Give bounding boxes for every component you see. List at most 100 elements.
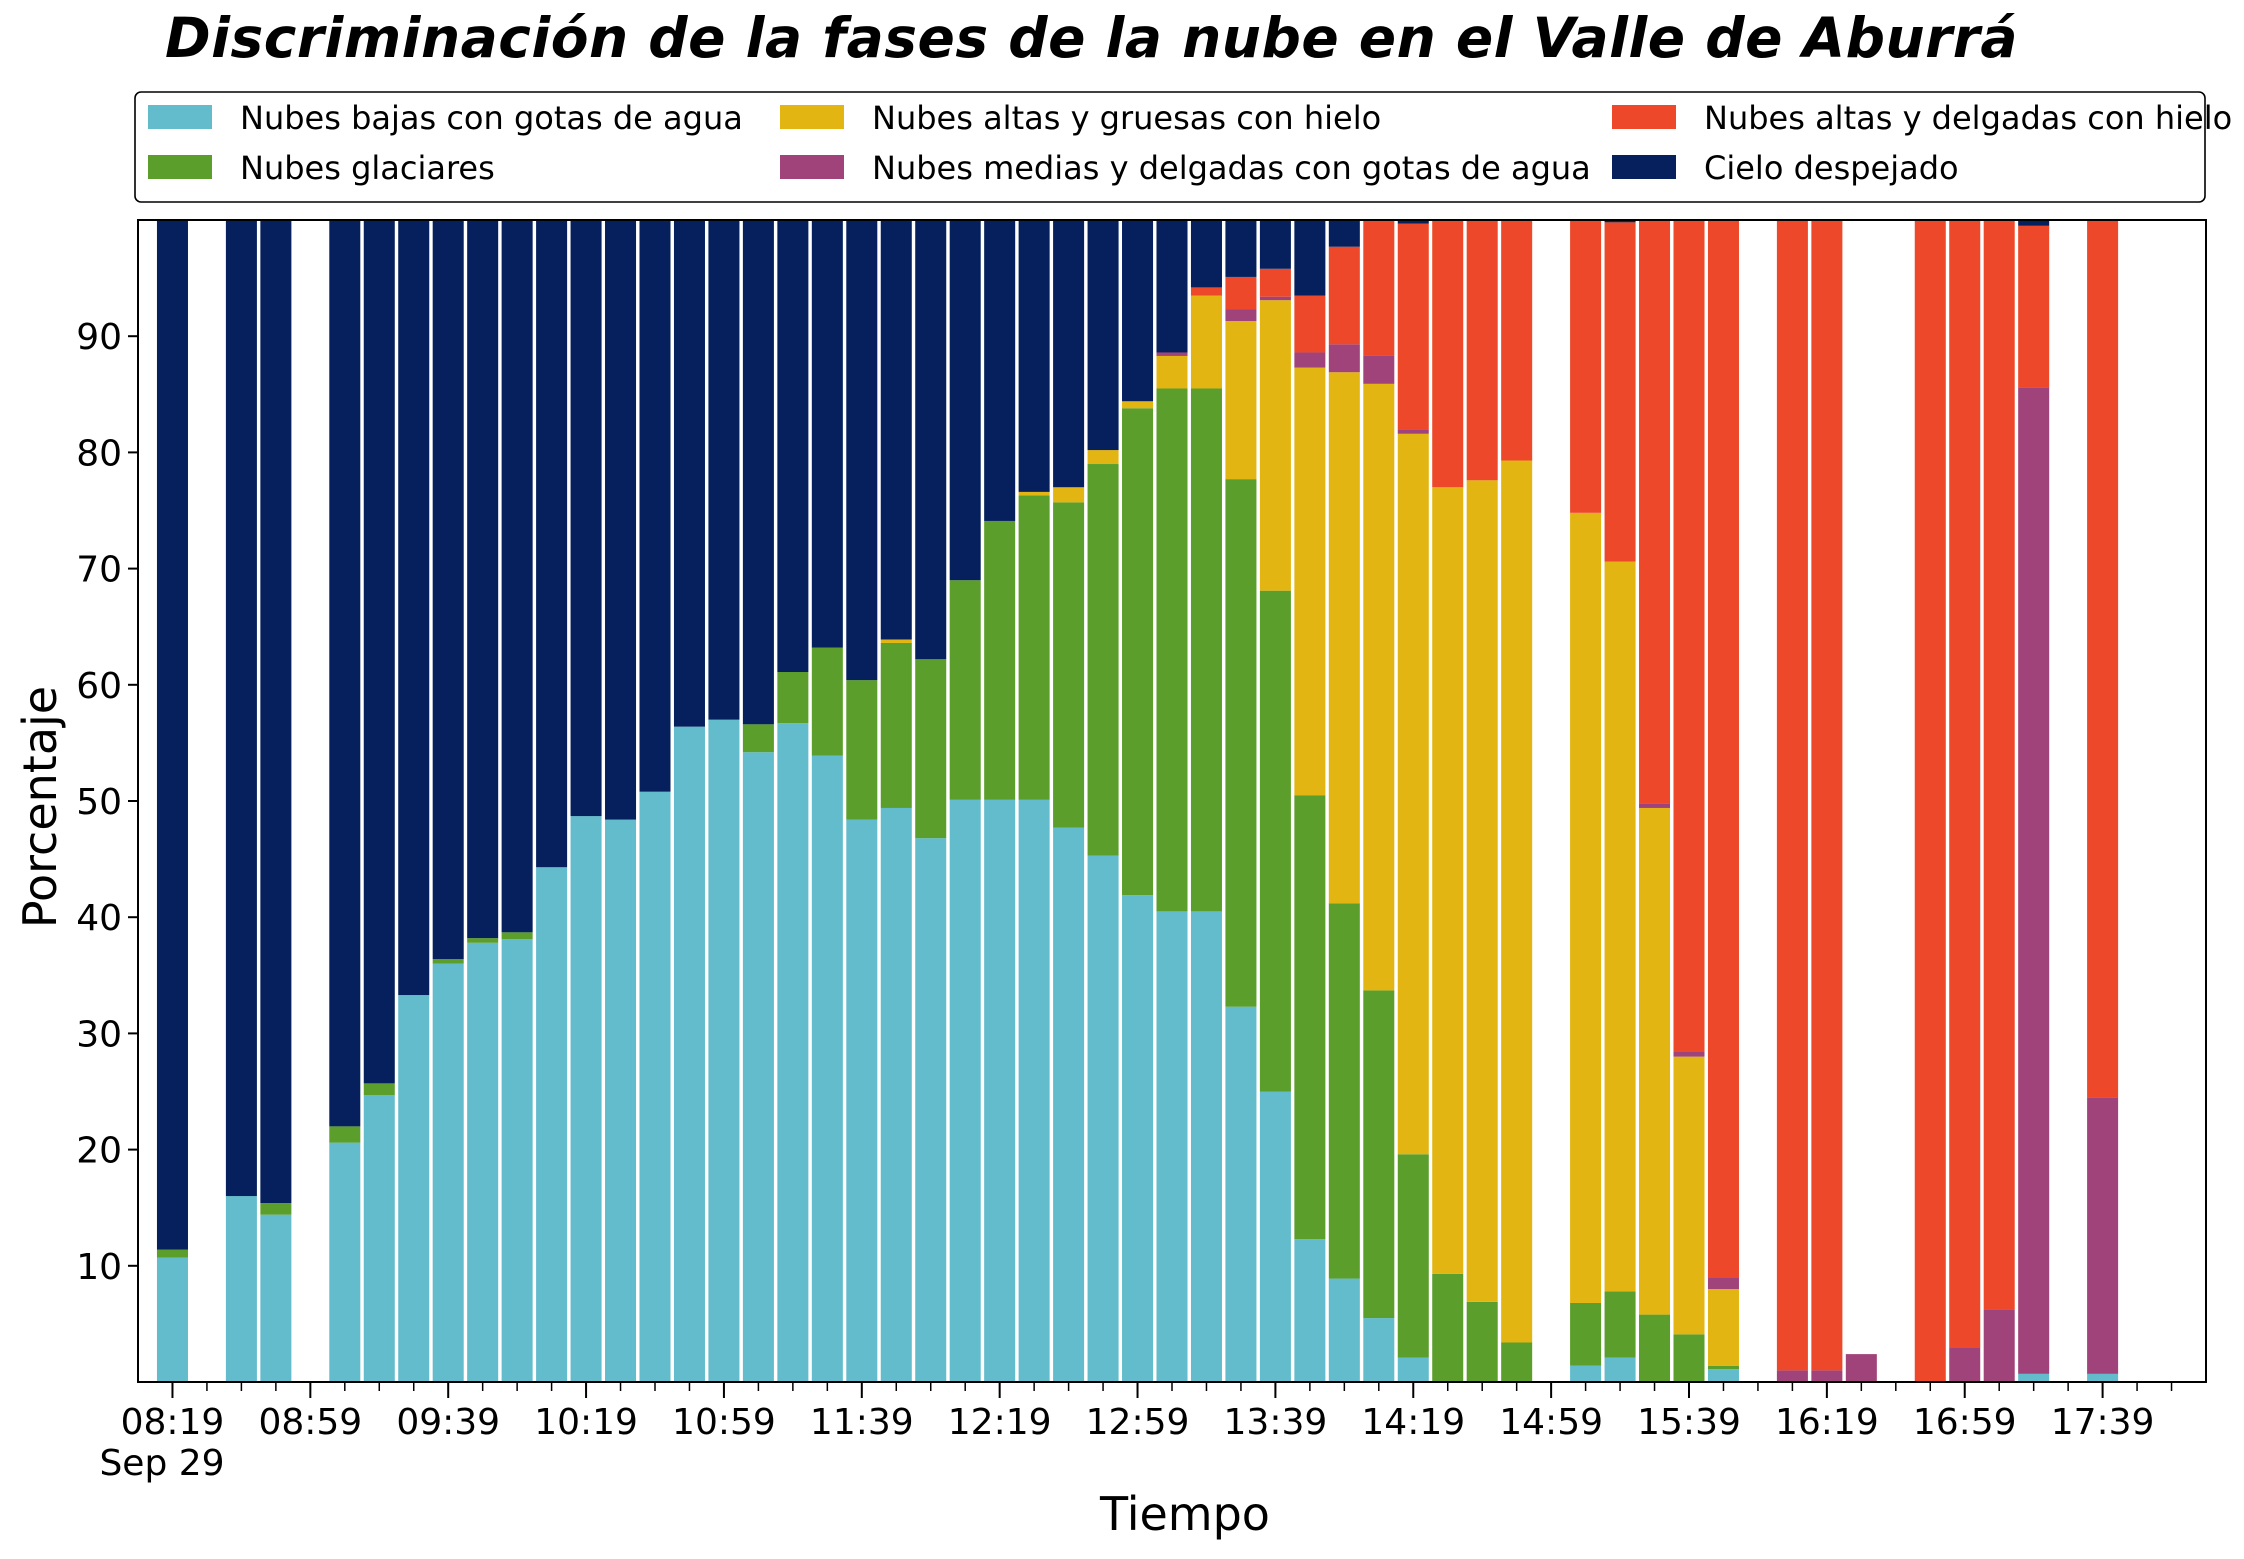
bar-segment xyxy=(225,1196,257,1382)
bar-segment xyxy=(501,220,533,933)
bar-group-0919 xyxy=(363,220,395,1382)
y-tick-label: 60 xyxy=(76,666,122,707)
bar-group-0849 xyxy=(260,220,292,1382)
bar-group-1429 xyxy=(1432,220,1464,1382)
legend-label: Nubes altas y delgadas con hielo xyxy=(1704,99,2232,137)
bar-segment xyxy=(1018,495,1050,800)
bar-segment xyxy=(742,724,774,753)
x-tick-label: 12:19 xyxy=(948,1402,1052,1443)
bar-segment xyxy=(984,520,1016,800)
bar-segment xyxy=(708,719,740,1382)
legend-item: Nubes bajas con gotas de agua xyxy=(148,99,743,137)
bar-group-1319 xyxy=(1190,220,1222,1382)
bar-group-1629 xyxy=(1845,1354,1877,1382)
bar-segment xyxy=(1639,807,1671,1315)
bar-group-1039 xyxy=(639,220,671,1382)
legend-label: Nubes bajas con gotas de agua xyxy=(240,99,743,137)
y-tick-label: 70 xyxy=(76,550,122,591)
bar-group-1509 xyxy=(1570,220,1602,1382)
bar-group-1449 xyxy=(1501,220,1533,1382)
legend-label: Nubes medias y delgadas con gotas de agu… xyxy=(872,149,1591,187)
bar-group-0909 xyxy=(329,220,361,1382)
axes-layer: 10 20 30 40 50 60 70 80 90 08:19 08:59 09:39 10:19 10… xyxy=(76,219,2207,1443)
bar-group-1659 xyxy=(1949,220,1981,1382)
bar-segment xyxy=(2018,225,2050,388)
bar-segment xyxy=(156,1257,188,1382)
bar-segment xyxy=(846,220,878,681)
bar-segment xyxy=(432,220,464,960)
bar-segment xyxy=(2018,1373,2050,1382)
bar-segment xyxy=(536,867,568,1382)
bar-segment xyxy=(1259,590,1291,1092)
bar-group-1739 xyxy=(2087,220,2119,1382)
bar-segment xyxy=(1122,895,1154,1382)
bar-segment xyxy=(639,220,671,792)
bar-segment xyxy=(432,959,464,964)
bar-segment xyxy=(2087,220,2119,1098)
bar-segment xyxy=(915,220,947,660)
bar-segment xyxy=(156,220,188,1250)
x-tick-label: 11:39 xyxy=(810,1402,914,1443)
bar-group-1419 xyxy=(1397,220,1429,1382)
legend-label: Cielo despejado xyxy=(1704,149,1959,187)
legend-swatch xyxy=(1612,105,1676,129)
x-tick-label: 08:19 xyxy=(121,1402,225,1443)
bar-group-1649 xyxy=(1914,220,1946,1382)
bar-group-1239 xyxy=(1053,220,1085,1382)
chart-title: Discriminación de la fases de la nube en… xyxy=(165,6,2019,70)
bar-segment xyxy=(984,799,1016,1382)
bar-segment xyxy=(1363,355,1395,384)
bar-segment xyxy=(1259,300,1291,591)
bar-segment xyxy=(1707,220,1739,1278)
bar-segment xyxy=(1363,383,1395,991)
bar-segment xyxy=(329,220,361,1127)
x-tick-label: 13:39 xyxy=(1224,1402,1328,1443)
legend-item: Nubes altas y delgadas con hielo xyxy=(1612,99,2232,137)
bar-group-1549 xyxy=(1707,220,1739,1382)
bar-segment xyxy=(880,807,912,1382)
bar-segment xyxy=(1190,295,1222,389)
bar-segment xyxy=(984,220,1016,521)
bar-segment xyxy=(536,220,568,868)
bar-segment xyxy=(2087,1373,2119,1382)
bar-segment xyxy=(673,220,705,727)
bar-segment xyxy=(1363,990,1395,1319)
bar-segment xyxy=(1156,388,1188,912)
bar-group-1339 xyxy=(1259,220,1291,1382)
bar-segment xyxy=(605,220,637,820)
bar-group-0839 xyxy=(225,220,257,1382)
x-tick-label: 14:59 xyxy=(1499,1402,1603,1443)
bar-group-1219 xyxy=(984,220,1016,1382)
bar-segment xyxy=(880,639,912,643)
y-tick-label: 90 xyxy=(76,317,122,358)
bar-segment xyxy=(880,220,912,640)
bar-segment xyxy=(1604,561,1636,1292)
bar-segment xyxy=(1190,287,1222,296)
bar-segment xyxy=(1432,487,1464,1274)
bar-segment xyxy=(1156,355,1188,389)
bar-segment xyxy=(1225,1006,1257,1382)
bar-group-0949 xyxy=(467,220,499,1382)
bar-segment xyxy=(1707,1289,1739,1366)
bar-segment xyxy=(2018,387,2050,1374)
bar-group-1309 xyxy=(1156,220,1188,1382)
bar-segment xyxy=(329,1126,361,1143)
bar-segment xyxy=(1432,1273,1464,1382)
bar-segment xyxy=(1259,1091,1291,1382)
bar-segment xyxy=(1570,1302,1602,1366)
bar-segment xyxy=(1225,220,1257,277)
bar-segment xyxy=(1983,220,2015,1310)
bar-segment xyxy=(2087,1097,2119,1374)
bar-group-1409 xyxy=(1363,220,1395,1382)
bar-segment xyxy=(1639,803,1671,808)
legend-swatch xyxy=(148,155,212,179)
x-tick-label: 14:19 xyxy=(1361,1402,1465,1443)
bar-segment xyxy=(1673,1056,1705,1335)
bar-segment xyxy=(1604,1291,1636,1358)
x-tick-label: 08:59 xyxy=(258,1402,362,1443)
bar-segment xyxy=(1328,372,1360,904)
bar-segment xyxy=(1087,450,1119,465)
bar-group-1119 xyxy=(777,220,809,1382)
bar-segment xyxy=(1122,408,1154,896)
bar-segment xyxy=(1225,309,1257,322)
